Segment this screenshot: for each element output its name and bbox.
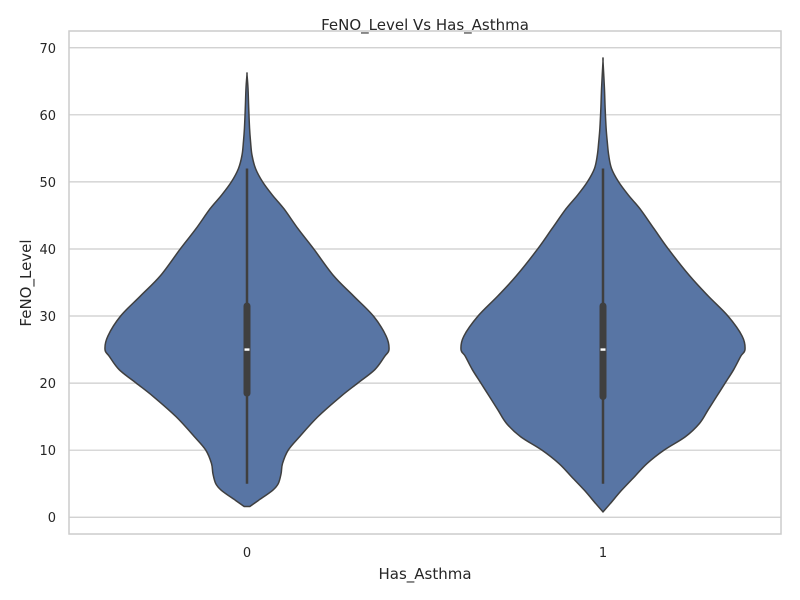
x-axis-label: Has_Asthma bbox=[378, 565, 471, 584]
y-tick-labels: 0 10 20 30 40 50 60 70 bbox=[39, 42, 56, 526]
y-tick-label: 20 bbox=[39, 377, 56, 392]
violins bbox=[104, 57, 746, 514]
y-tick-label: 0 bbox=[48, 511, 56, 526]
x-tick-label: 1 bbox=[599, 546, 607, 561]
violin-median bbox=[600, 348, 606, 351]
y-tick-label: 70 bbox=[39, 42, 56, 57]
y-axis-label: FeNO_Level bbox=[17, 239, 36, 326]
y-tick-label: 10 bbox=[39, 444, 56, 459]
violin-0 bbox=[104, 72, 390, 508]
chart-title: FeNO_Level Vs Has_Asthma bbox=[321, 16, 529, 35]
plot-frame bbox=[68, 30, 782, 535]
y-tick-label: 30 bbox=[39, 310, 56, 325]
y-tick-label: 40 bbox=[39, 243, 56, 258]
violin-1 bbox=[460, 57, 746, 514]
y-tick-label: 60 bbox=[39, 109, 56, 124]
violin-median bbox=[244, 348, 250, 351]
x-tick-label: 0 bbox=[243, 546, 251, 561]
y-tick-label: 50 bbox=[39, 176, 56, 191]
